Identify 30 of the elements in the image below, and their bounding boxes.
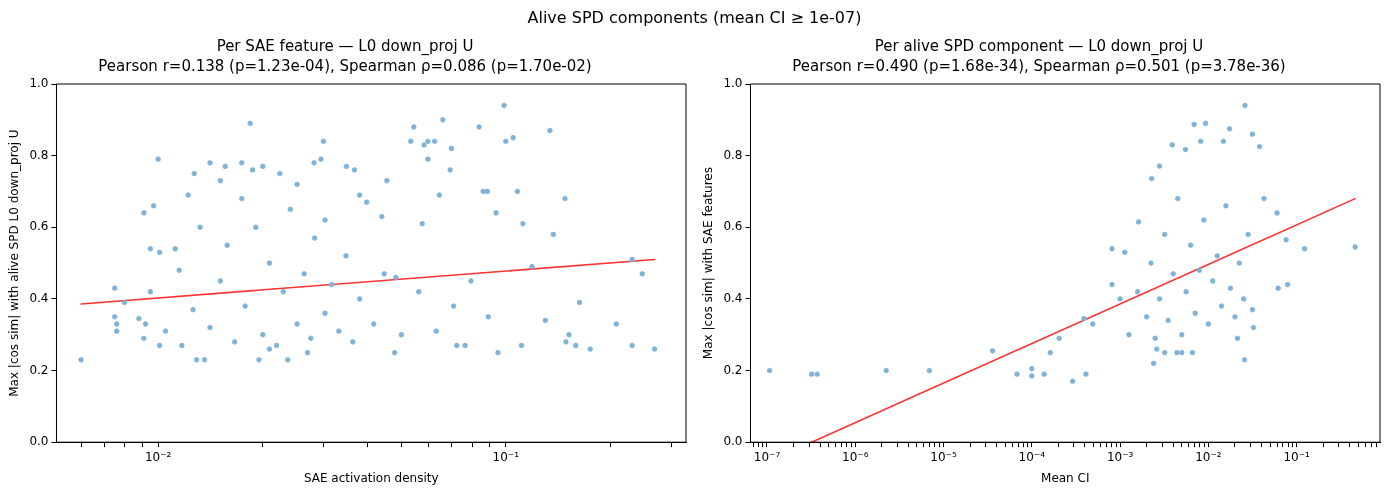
y-tick-label: 1.0 bbox=[723, 76, 743, 91]
x-axis-title: SAE activation density bbox=[303, 470, 439, 485]
y-axis-title: Max |cos sim| with SAE features bbox=[701, 167, 716, 360]
y-tick-label: 0.0 bbox=[723, 434, 743, 449]
x-tick-label: 10⁻² bbox=[144, 449, 172, 464]
chart-subtitle: Pearson r=0.490 (p=1.68e-34), Spearman ρ=0.501 (p=3.78e-36) bbox=[792, 56, 1286, 75]
x-tick-label: 10⁻⁵ bbox=[930, 449, 957, 464]
x-tick-label: 10⁻² bbox=[1195, 449, 1222, 464]
y-tick-label: 0.2 bbox=[29, 362, 49, 377]
y-axis-title: Max |cos sim| with alive SPD L0 down_proj U bbox=[7, 129, 22, 397]
x-tick-label: 10⁻³ bbox=[1106, 449, 1134, 464]
chart-title: Per SAE feature — L0 down_proj U bbox=[216, 36, 474, 56]
y-tick-label: 0.0 bbox=[29, 434, 49, 449]
x-axis-title: Mean CI bbox=[1041, 470, 1090, 485]
x-tick-label: 10⁻⁷ bbox=[753, 449, 781, 464]
y-tick-label: 1.0 bbox=[29, 76, 49, 91]
y-tick-label: 0.8 bbox=[29, 147, 49, 162]
x-tick-label: 10⁻⁴ bbox=[1018, 449, 1046, 464]
x-tick-label: 10⁻¹ bbox=[1283, 449, 1311, 464]
y-tick-label: 0.2 bbox=[723, 362, 743, 377]
y-tick-label: 0.6 bbox=[723, 219, 743, 234]
chart-subtitle: Pearson r=0.138 (p=1.23e-04), Spearman ρ=0.086 (p=1.70e-02) bbox=[98, 56, 592, 75]
text: Alive SPD components (mean CI ≥ 1e-07) bbox=[526, 7, 863, 29]
y-tick-label: 0.4 bbox=[29, 291, 49, 306]
y-tick-label: 0.4 bbox=[723, 291, 743, 306]
x-tick-label: 10⁻¹ bbox=[492, 449, 520, 464]
chart-title: Per alive SPD component — L0 down_proj U bbox=[874, 36, 1204, 56]
y-tick-label: 0.8 bbox=[723, 147, 743, 162]
y-tick-label: 0.6 bbox=[29, 219, 49, 234]
x-tick-label: 10⁻⁶ bbox=[842, 449, 869, 464]
